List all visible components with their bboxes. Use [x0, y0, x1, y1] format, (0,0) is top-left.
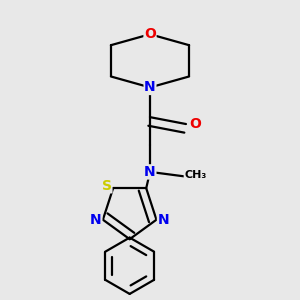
Text: S: S — [102, 179, 112, 193]
Text: N: N — [144, 165, 156, 179]
Text: CH₃: CH₃ — [184, 170, 206, 180]
Text: O: O — [144, 27, 156, 41]
Text: N: N — [158, 213, 169, 227]
Text: O: O — [189, 117, 201, 131]
Text: N: N — [90, 213, 102, 227]
Text: N: N — [144, 80, 156, 94]
